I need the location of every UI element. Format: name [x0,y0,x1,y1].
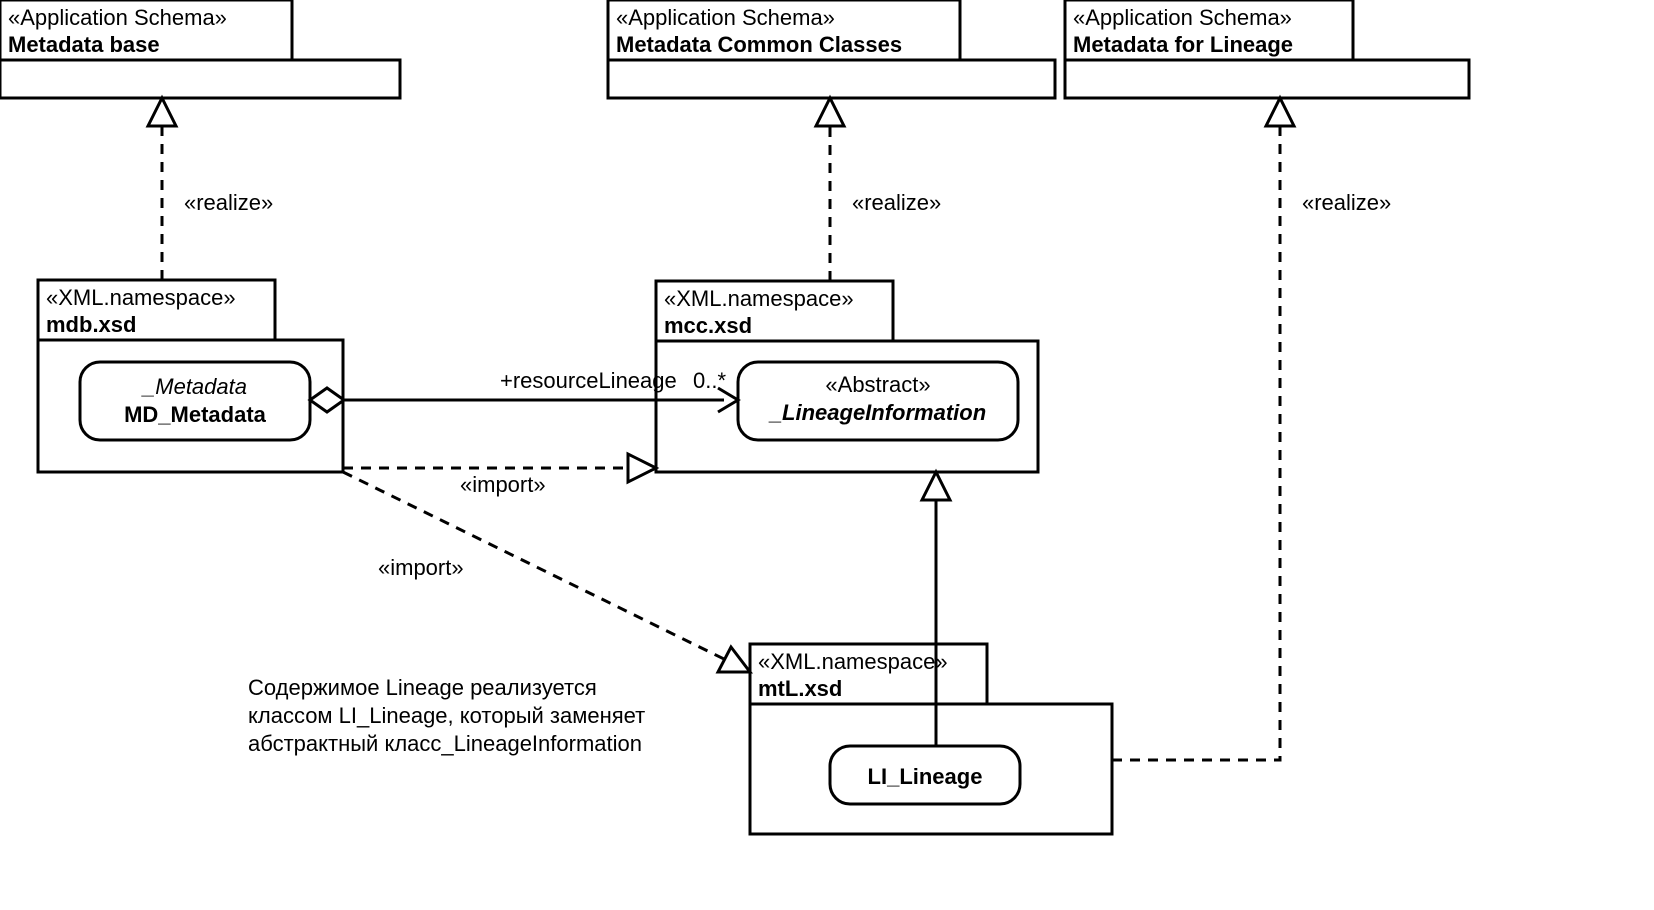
package-name: mcc.xsd [664,313,752,338]
note-text: Содержимое Lineage реализуется классом L… [248,675,645,756]
edge-import-mcc: «import» [343,454,656,497]
stereotype-label: «XML.namespace» [758,649,948,674]
multiplicity-label: 0..* [693,368,726,393]
pkg-xsd-mdb: «XML.namespace» mdb.xsd _Metadata MD_Met… [38,280,343,472]
stereotype-label: «XML.namespace» [46,285,236,310]
edge-realize-mcc: «realize» [816,98,941,281]
edge-realize-mtl: «realize» [1112,98,1391,760]
package-name: mdb.xsd [46,312,136,337]
edge-label: «realize» [184,190,273,215]
edge-label: «import» [378,555,464,580]
role-label: +resourceLineage [500,368,677,393]
package-name: Metadata Common Classes [616,32,902,57]
package-name: Metadata base [8,32,160,57]
stereotype-label: «Application Schema» [8,5,227,30]
package-name: Metadata for Lineage [1073,32,1293,57]
pkg-xsd-mtl: «XML.namespace» mtL.xsd LI_Lineage [750,644,1112,834]
edge-label: «import» [460,472,546,497]
edge-label: «realize» [852,190,941,215]
package-name: mtL.xsd [758,676,842,701]
uml-diagram: «Application Schema» Metadata base «Appl… [0,0,1654,910]
class-name-label: MD_Metadata [124,402,267,427]
pkg-app-mdb: «Application Schema» Metadata base [0,0,400,98]
stereotype-label: «XML.namespace» [664,286,854,311]
edge-label: «realize» [1302,190,1391,215]
class-name-label: LI_Lineage [868,764,983,789]
pkg-app-mcc: «Application Schema» Metadata Common Cla… [608,0,1055,98]
note-line: абстрактный класс_LineageInformation [248,731,642,756]
note-line: классом LI_Lineage, который заменяет [248,703,645,728]
note-line: Содержимое Lineage реализуется [248,675,597,700]
class-name-label: _LineageInformation [768,400,986,425]
class-stereotype-label: «Abstract» [825,372,930,397]
edge-import-mtl: «import» [343,472,750,672]
class-parent-label: _Metadata [141,374,247,399]
edge-realize-mdb: «realize» [148,98,273,280]
pkg-app-mtl: «Application Schema» Metadata for Lineag… [1065,0,1469,98]
stereotype-label: «Application Schema» [1073,5,1292,30]
stereotype-label: «Application Schema» [616,5,835,30]
